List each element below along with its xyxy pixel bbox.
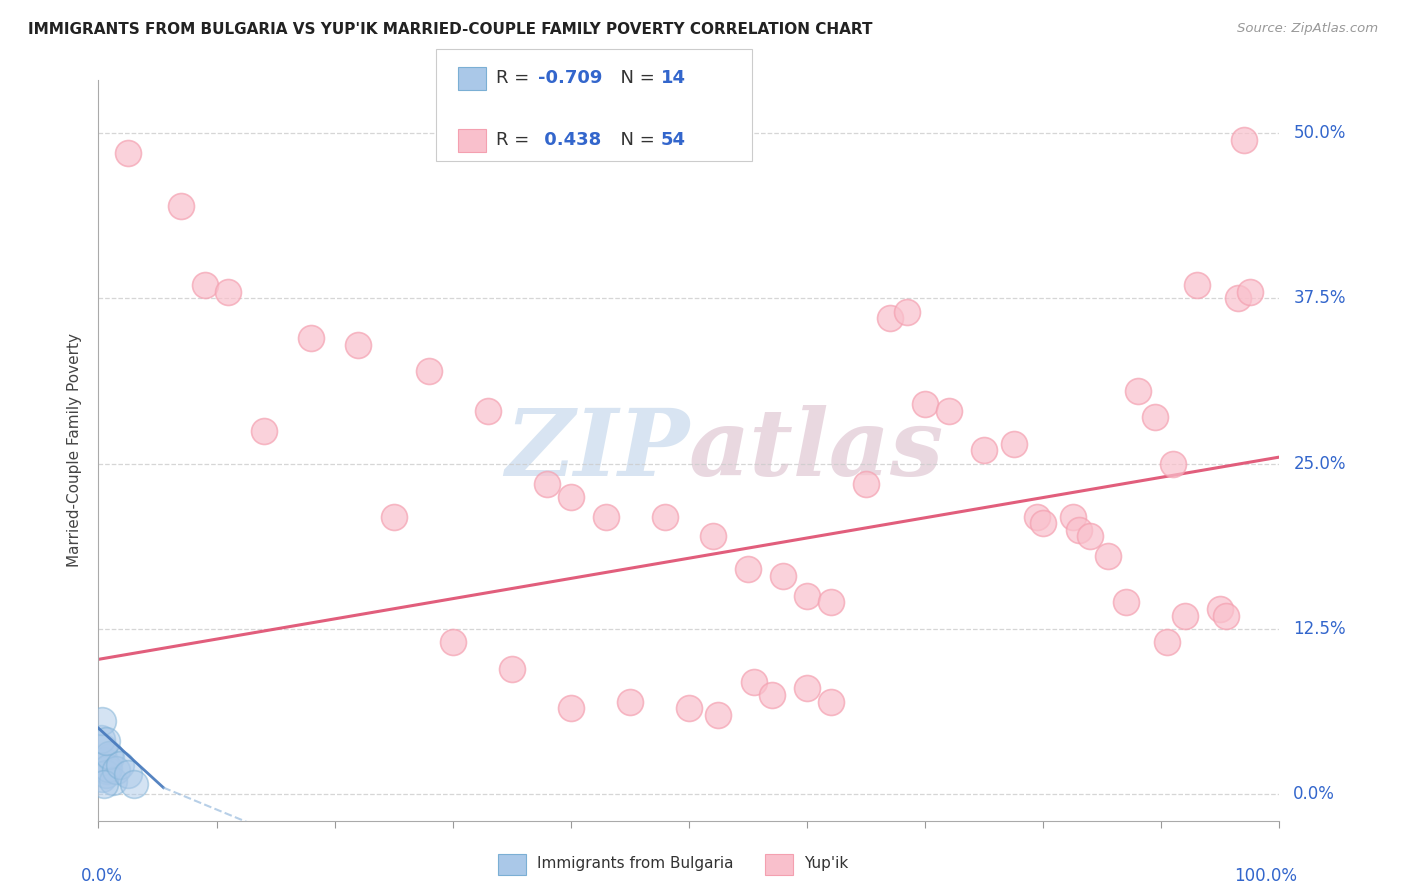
Point <box>105 764 128 778</box>
Text: -0.709: -0.709 <box>538 70 603 87</box>
Point <box>1233 133 1256 147</box>
Point <box>1239 285 1261 299</box>
Point <box>477 404 499 418</box>
Text: Source: ZipAtlas.com: Source: ZipAtlas.com <box>1237 22 1378 36</box>
Text: 50.0%: 50.0% <box>1294 124 1346 142</box>
Point <box>737 562 759 576</box>
Point <box>122 776 145 791</box>
Point <box>536 476 558 491</box>
Point <box>1062 509 1084 524</box>
Point <box>347 337 370 351</box>
Text: Yup'ik: Yup'ik <box>804 856 848 871</box>
Point <box>796 589 818 603</box>
Point <box>253 424 276 438</box>
Point <box>973 443 995 458</box>
Point <box>97 761 120 775</box>
Point <box>702 529 724 543</box>
Point <box>501 662 523 676</box>
Point <box>91 740 114 755</box>
Point <box>1215 608 1237 623</box>
Point <box>93 754 115 768</box>
Point <box>1185 278 1208 293</box>
Point <box>96 764 118 778</box>
Text: 37.5%: 37.5% <box>1294 289 1346 308</box>
Text: ZIP: ZIP <box>505 406 689 495</box>
Point <box>1126 384 1149 398</box>
Point <box>619 695 641 709</box>
Point <box>1026 509 1049 524</box>
Text: R =: R = <box>496 70 536 87</box>
Point <box>117 767 139 781</box>
Point <box>1174 608 1197 623</box>
Point <box>441 635 464 649</box>
Point <box>914 397 936 411</box>
Point <box>1002 437 1025 451</box>
Point <box>1115 595 1137 609</box>
Point <box>108 758 131 772</box>
Text: N =: N = <box>609 131 661 149</box>
Point <box>761 688 783 702</box>
Point <box>560 701 582 715</box>
Text: IMMIGRANTS FROM BULGARIA VS YUP'IK MARRIED-COUPLE FAMILY POVERTY CORRELATION CHA: IMMIGRANTS FROM BULGARIA VS YUP'IK MARRI… <box>28 22 873 37</box>
Point <box>299 331 322 345</box>
Point <box>1097 549 1119 564</box>
Text: 12.5%: 12.5% <box>1294 620 1346 638</box>
Point <box>820 595 842 609</box>
Point <box>938 404 960 418</box>
Point <box>98 747 121 762</box>
Point <box>560 490 582 504</box>
Point <box>1156 635 1178 649</box>
Point <box>1080 529 1102 543</box>
Text: 54: 54 <box>661 131 686 149</box>
Point <box>896 304 918 318</box>
Text: N =: N = <box>609 70 661 87</box>
Point <box>217 285 239 299</box>
Point <box>654 509 676 524</box>
Point <box>93 776 115 791</box>
Point <box>1067 523 1090 537</box>
Point <box>94 734 117 748</box>
Point <box>91 772 114 786</box>
Text: 0.0%: 0.0% <box>1294 785 1336 803</box>
Point <box>772 569 794 583</box>
Point <box>1209 602 1232 616</box>
Text: atlas: atlas <box>689 406 945 495</box>
Text: 25.0%: 25.0% <box>1294 455 1346 473</box>
Text: 14: 14 <box>661 70 686 87</box>
Point <box>194 278 217 293</box>
Point <box>90 731 112 746</box>
Point <box>117 146 139 161</box>
Point <box>1227 292 1250 306</box>
Point <box>170 199 193 213</box>
Point <box>1161 457 1184 471</box>
Point <box>1032 516 1054 531</box>
Point <box>820 695 842 709</box>
Point <box>796 681 818 696</box>
Point <box>678 701 700 715</box>
Point <box>595 509 617 524</box>
Point <box>1144 410 1167 425</box>
Text: 0.0%: 0.0% <box>80 867 122 885</box>
Text: 100.0%: 100.0% <box>1234 867 1298 885</box>
Point <box>94 767 117 781</box>
Text: R =: R = <box>496 131 536 149</box>
Point <box>742 674 765 689</box>
Text: Immigrants from Bulgaria: Immigrants from Bulgaria <box>537 856 734 871</box>
Y-axis label: Married-Couple Family Poverty: Married-Couple Family Poverty <box>67 334 83 567</box>
Point <box>98 750 121 764</box>
Point <box>707 707 730 722</box>
Point <box>91 714 114 729</box>
Text: 0.438: 0.438 <box>538 131 602 149</box>
Point <box>101 774 124 789</box>
Point <box>879 311 901 326</box>
Point <box>382 509 405 524</box>
Point <box>855 476 877 491</box>
Point <box>418 364 440 378</box>
